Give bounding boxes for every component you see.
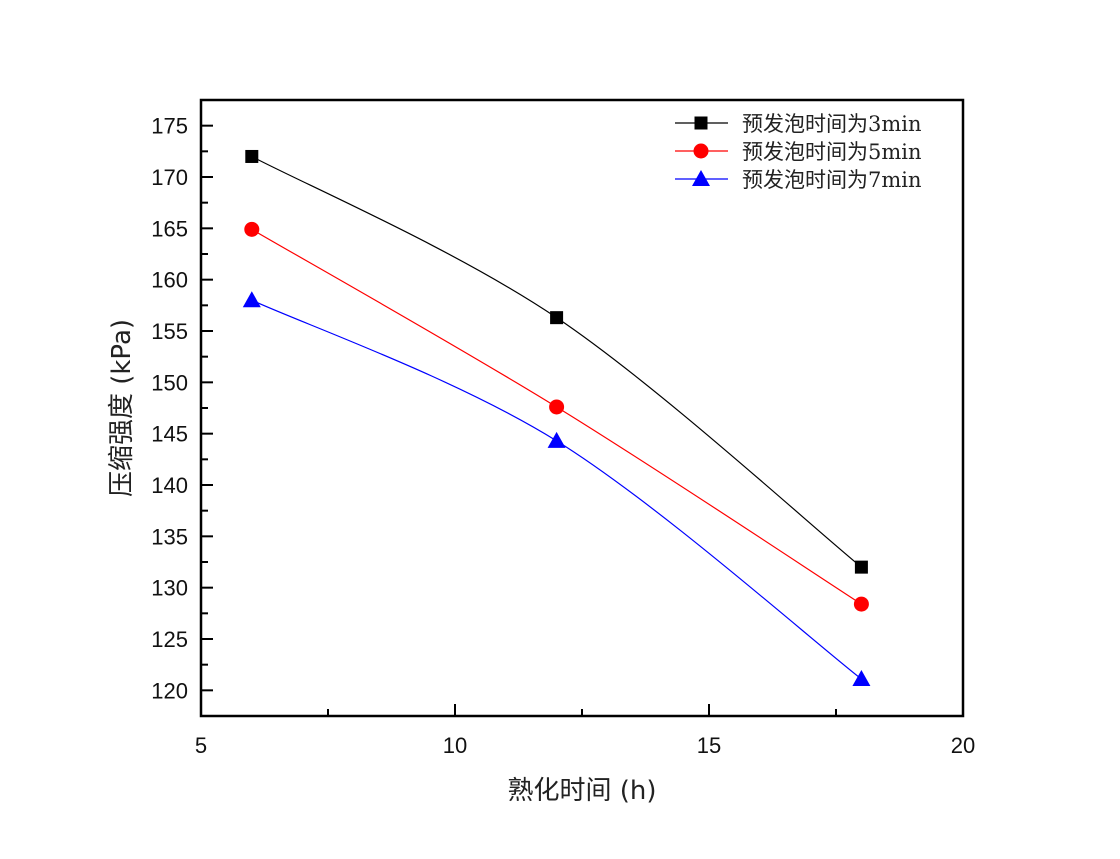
x-tick-label: 15 [697, 733, 721, 758]
axes: 5 10 15 20 120 125 130 135 140 145 150 155 160 165 170… [151, 98, 975, 758]
square-marker [854, 560, 868, 574]
triangle-marker [852, 670, 871, 687]
series-line [251, 228, 862, 605]
legend-circle-marker [693, 143, 709, 159]
y-tick-label: 145 [151, 422, 188, 447]
legend-label: 预发泡时间为5min [742, 140, 922, 164]
legend-square-marker [694, 116, 708, 130]
y-axis-title: 压缩强度 (kPa) [107, 319, 137, 497]
x-tick-label: 20 [951, 733, 975, 758]
y-tick-label: 140 [151, 473, 188, 498]
circle-marker [853, 596, 869, 612]
x-axis-title: 熟化时间 (h) [507, 776, 656, 806]
series-layer [242, 149, 871, 687]
triangle-marker [547, 431, 566, 448]
series-line [251, 155, 862, 568]
series-1 [245, 149, 868, 574]
legend-item: 预发泡时间为7min [675, 168, 922, 192]
series-2 [244, 221, 869, 612]
y-tick-label: 130 [151, 576, 188, 601]
y-tick-label: 150 [151, 370, 188, 395]
circle-marker [244, 221, 260, 237]
y-tick-label: 125 [151, 627, 188, 652]
legend-triangle-marker [692, 170, 710, 186]
y-tick-label: 170 [151, 165, 188, 190]
x-tick-label: 5 [195, 733, 207, 758]
y-tick-label: 155 [151, 319, 188, 344]
legend-item: 预发泡时间为3min [675, 112, 922, 136]
y-tick-label: 165 [151, 216, 188, 241]
triangle-marker [242, 291, 261, 308]
y-tick-label: 120 [151, 678, 188, 703]
plot-frame [199, 98, 965, 718]
circle-marker [549, 399, 565, 415]
y-tick-label: 175 [151, 114, 188, 139]
series-3 [242, 291, 871, 687]
square-marker [245, 149, 259, 163]
square-marker [550, 311, 564, 325]
legend-label: 预发泡时间为3min [742, 112, 922, 136]
legend-label: 预发泡时间为7min [742, 168, 922, 192]
legend: 预发泡时间为3min 预发泡时间为5min 预发泡时间为7min [675, 112, 922, 192]
legend-item: 预发泡时间为5min [675, 140, 922, 164]
x-tick-label: 10 [443, 733, 467, 758]
y-tick-label: 160 [151, 268, 188, 293]
series-line [251, 299, 862, 680]
y-tick-label: 135 [151, 524, 188, 549]
